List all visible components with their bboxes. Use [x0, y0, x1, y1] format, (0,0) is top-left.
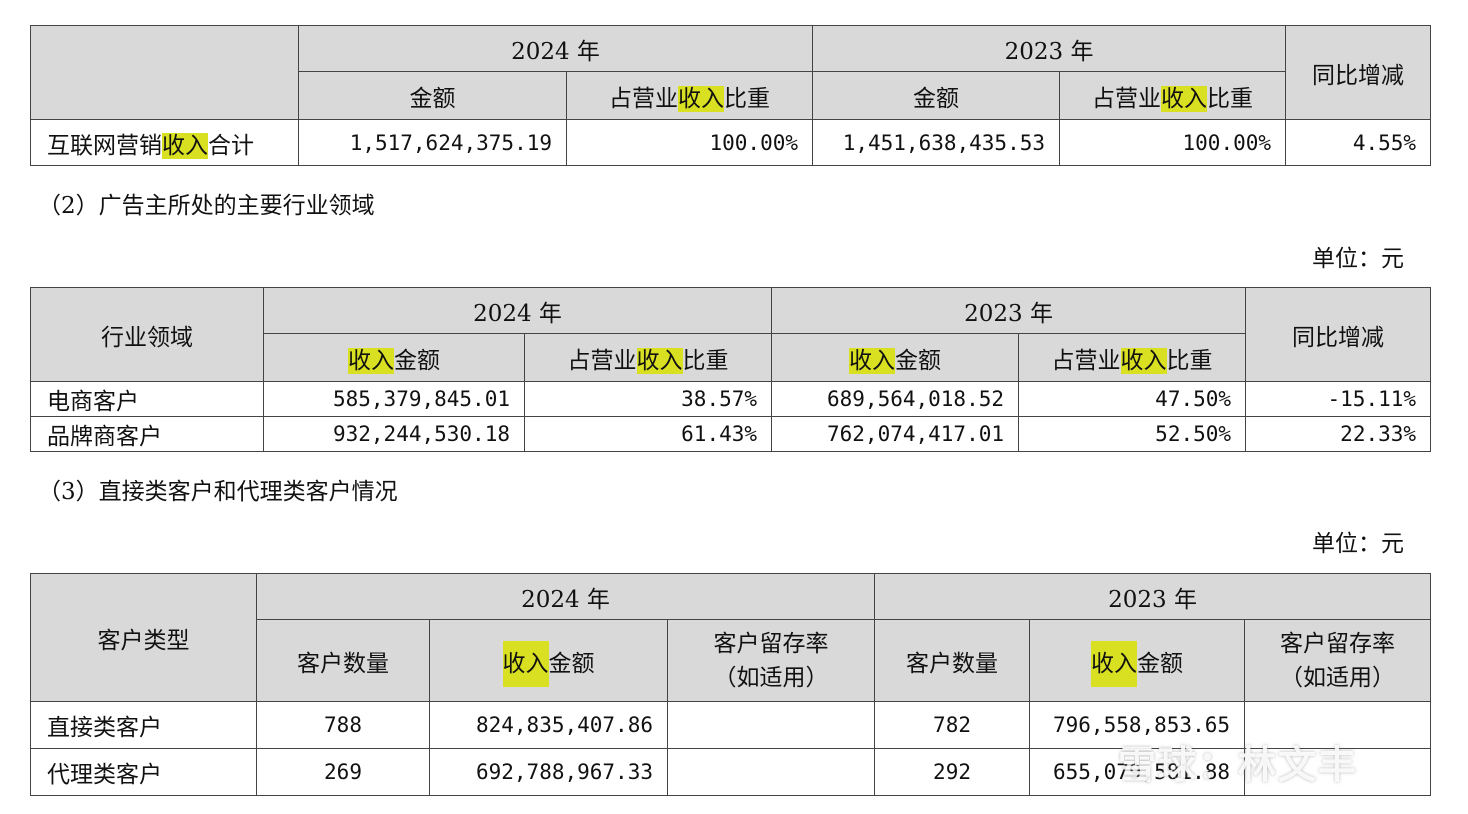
table1-amount-2024: 1,517,624,375.19: [298, 119, 567, 166]
table3-retention-2024-header: 客户留存率 （如适用）: [666, 619, 876, 702]
table2-amount-2023-header: 收入金额: [771, 333, 1020, 382]
section3-unit: 单位：元: [1312, 531, 1404, 557]
table2-amount-2024: 932,244,530.18: [263, 416, 525, 452]
table1-amount-2024-header: 金额: [298, 71, 567, 120]
table3-amount-2023: 655,079,581.88: [1029, 748, 1246, 796]
table3-count-2023: 292: [874, 748, 1031, 796]
table3-year-2024-header: 2024 年: [255, 573, 876, 620]
table-internet-marketing-total: 2024 年 2023 年 同比增减 金额 占营业收入比重 金额 占营业收入比重…: [30, 25, 1432, 166]
table2-row-label: 品牌商客户: [30, 416, 264, 452]
table1-ratio-2024: 100.00%: [565, 119, 814, 166]
table1-yoy: 4.55%: [1285, 119, 1432, 166]
table2-yoy: 22.33%: [1245, 416, 1432, 452]
section3-caption: （3）直接类客户和代理类客户情况: [38, 479, 398, 505]
table2-row-label: 电商客户: [30, 381, 264, 417]
table3-retention-2023-header: 客户留存率 （如适用）: [1244, 619, 1432, 702]
table3-retention-2023: [1244, 748, 1432, 796]
table-row: 电商客户 585,379,845.01 38.57% 689,564,018.5…: [30, 381, 1432, 417]
table3-amount-2024: 824,835,407.86: [429, 701, 668, 749]
table1-amount-2023-header: 金额: [812, 71, 1061, 120]
table1-amount-2023: 1,451,638,435.53: [812, 119, 1061, 166]
table3-row-label: 直接类客户: [30, 701, 257, 749]
table3-year-2023-header: 2023 年: [874, 573, 1432, 620]
table2-ratio-2023: 47.50%: [1018, 381, 1247, 417]
table-customer-types: 客户类型 2024 年 2023 年 客户数量 收入金额 客户留存率 （如适用） …: [30, 573, 1432, 796]
section2-unit: 单位：元: [1312, 246, 1404, 272]
table2-year-2024-header: 2024 年: [262, 287, 773, 334]
table1-ratio-2024-header: 占营业收入比重: [565, 71, 814, 120]
table3-count-2023-header: 客户数量: [874, 619, 1031, 702]
table2-ratio-2024-header: 占营业收入比重: [523, 333, 773, 382]
table1-ratio-2023: 100.00%: [1059, 119, 1287, 166]
watermark: 雪球：林文丰: [1118, 743, 1359, 787]
table2-amount-2023: 762,074,417.01: [771, 416, 1020, 452]
table2-industry-header: 行业领域: [30, 287, 264, 382]
table1-year-2023-header: 2023 年: [812, 25, 1287, 72]
table1-year-2024-header: 2024 年: [297, 25, 814, 72]
table-row: 互联网营销收入合计 1,517,624,375.19 100.00% 1,451…: [30, 119, 1432, 166]
table3-count-2024-header: 客户数量: [256, 619, 430, 702]
table3-customer-type-header: 客户类型: [30, 573, 257, 702]
table3-amount-2024: 692,788,967.33: [429, 748, 668, 796]
table3-row-label: 代理类客户: [30, 748, 257, 796]
table2-yoy: -15.11%: [1245, 381, 1432, 417]
table2-year-2023-header: 2023 年: [771, 287, 1247, 334]
table1-row-label: 互联网营销收入合计: [30, 119, 299, 166]
table3-count-2024: 788: [256, 701, 430, 749]
table-industry-breakdown: 行业领域 2024 年 2023 年 同比增减 收入金额 占营业收入比重 收入金…: [30, 287, 1432, 452]
table2-yoy-header: 同比增减: [1245, 287, 1432, 382]
table3-retention-2024: [666, 748, 876, 796]
table3-amount-2023-header: 收入金额: [1029, 619, 1246, 702]
table2-amount-2024-header: 收入金额: [263, 333, 525, 382]
table2-ratio-2023-header: 占营业收入比重: [1018, 333, 1247, 382]
table2-amount-2024: 585,379,845.01: [263, 381, 525, 417]
table2-ratio-2023: 52.50%: [1018, 416, 1247, 452]
table-row: 品牌商客户 932,244,530.18 61.43% 762,074,417.…: [30, 416, 1432, 452]
table3-count-2023: 782: [874, 701, 1031, 749]
table1-yoy-header: 同比增减: [1285, 25, 1432, 120]
table-row: 代理类客户 269 692,788,967.33 292 655,079,581…: [30, 748, 1432, 796]
table1-corner-cell: [30, 25, 299, 120]
section2-caption: （2）广告主所处的主要行业领域: [38, 193, 375, 219]
table3-count-2024: 269: [256, 748, 430, 796]
table1-ratio-2023-header: 占营业收入比重: [1059, 71, 1287, 120]
table2-ratio-2024: 61.43%: [523, 416, 773, 452]
table3-retention-2024: [666, 701, 876, 749]
table3-amount-2024-header: 收入金额: [429, 619, 668, 702]
table3-amount-2023: 796,558,853.65: [1029, 701, 1246, 749]
table2-amount-2023: 689,564,018.52: [771, 381, 1020, 417]
table2-ratio-2024: 38.57%: [523, 381, 773, 417]
